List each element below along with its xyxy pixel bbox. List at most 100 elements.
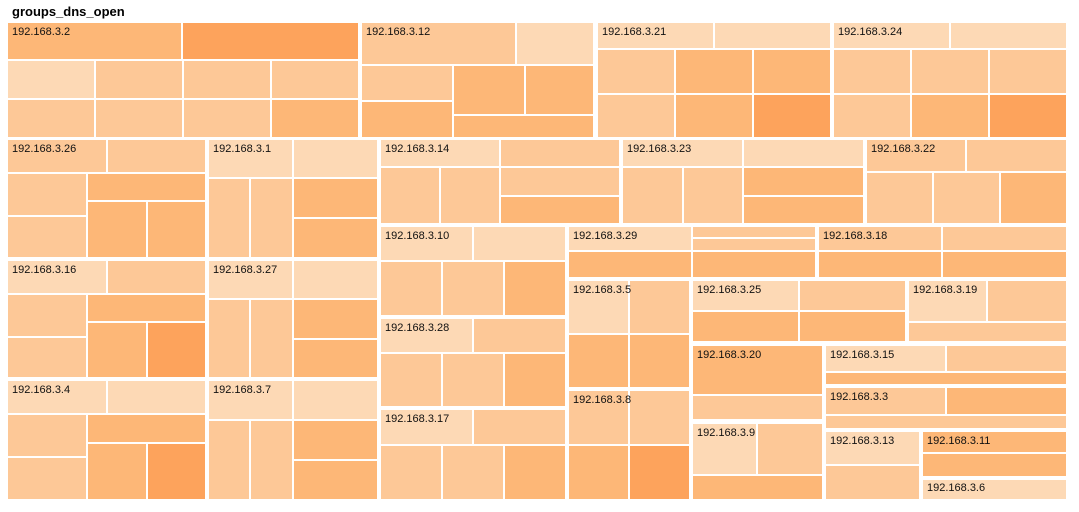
treemap-cell[interactable]	[568, 445, 629, 500]
treemap-cell[interactable]	[946, 387, 1067, 415]
treemap-cell[interactable]	[908, 280, 987, 322]
treemap-cell[interactable]	[692, 280, 799, 311]
treemap-cell[interactable]	[987, 280, 1067, 322]
treemap-cell[interactable]	[453, 65, 525, 115]
treemap-cell[interactable]	[473, 409, 566, 445]
treemap-cell[interactable]	[147, 322, 206, 378]
treemap-cell[interactable]	[743, 139, 864, 167]
treemap-cell[interactable]	[908, 322, 1067, 342]
treemap-cell[interactable]	[922, 453, 1067, 477]
treemap-cell[interactable]	[293, 460, 378, 500]
treemap-cell[interactable]	[183, 99, 271, 138]
treemap-cell[interactable]	[250, 178, 293, 258]
treemap-cell[interactable]	[966, 139, 1067, 172]
treemap-cell[interactable]	[866, 139, 966, 172]
treemap-cell[interactable]	[568, 280, 629, 334]
treemap-cell[interactable]	[7, 216, 87, 258]
treemap-cell[interactable]	[911, 94, 989, 138]
treemap-cell[interactable]	[293, 380, 378, 420]
treemap-group[interactable]: 192.168.3.24	[833, 22, 1067, 138]
treemap-cell[interactable]	[753, 49, 831, 94]
treemap-cell[interactable]	[182, 22, 359, 60]
treemap-cell[interactable]	[107, 380, 206, 414]
treemap-cell[interactable]	[500, 139, 620, 167]
treemap-cell[interactable]	[107, 139, 206, 173]
treemap-cell[interactable]	[743, 196, 864, 224]
treemap-cell[interactable]	[525, 65, 594, 115]
treemap-cell[interactable]	[208, 178, 250, 258]
treemap-cell[interactable]	[866, 172, 933, 224]
treemap-cell[interactable]	[818, 251, 942, 278]
treemap-cell[interactable]	[629, 280, 690, 334]
treemap-cell[interactable]	[504, 445, 566, 500]
treemap-cell[interactable]	[597, 94, 675, 138]
treemap-group[interactable]: 192.168.3.20	[692, 345, 823, 420]
treemap-cell[interactable]	[597, 22, 714, 49]
treemap-cell[interactable]	[675, 94, 753, 138]
treemap-cell[interactable]	[989, 94, 1067, 138]
treemap-group[interactable]: 192.168.3.29	[568, 226, 816, 278]
treemap-cell[interactable]	[950, 22, 1067, 49]
treemap-cell[interactable]	[568, 251, 692, 278]
treemap-cell[interactable]	[250, 299, 293, 378]
treemap-group[interactable]: 192.168.3.9	[692, 423, 823, 500]
treemap-cell[interactable]	[597, 49, 675, 94]
treemap-cell[interactable]	[799, 311, 906, 342]
treemap-cell[interactable]	[692, 395, 823, 420]
treemap-cell[interactable]	[95, 60, 183, 99]
treemap-group[interactable]: 192.168.3.22	[866, 139, 1067, 224]
treemap-cell[interactable]	[7, 260, 107, 294]
treemap-cell[interactable]	[250, 420, 293, 500]
treemap-cell[interactable]	[833, 94, 911, 138]
treemap-cell[interactable]	[692, 423, 757, 475]
treemap-cell[interactable]	[568, 390, 629, 445]
treemap-cell[interactable]	[293, 218, 378, 258]
treemap-cell[interactable]	[208, 380, 293, 420]
treemap-cell[interactable]	[87, 322, 147, 378]
treemap-cell[interactable]	[361, 101, 453, 138]
treemap-cell[interactable]	[208, 260, 293, 299]
treemap-cell[interactable]	[825, 465, 920, 500]
treemap-cell[interactable]	[7, 173, 87, 216]
treemap-cell[interactable]	[440, 167, 500, 224]
treemap-cell[interactable]	[504, 261, 566, 316]
treemap-cell[interactable]	[825, 387, 946, 415]
treemap-group[interactable]: 192.168.3.3	[825, 387, 1067, 429]
treemap-cell[interactable]	[799, 280, 906, 311]
treemap-cell[interactable]	[629, 445, 690, 500]
treemap-cell[interactable]	[568, 226, 692, 251]
treemap-cell[interactable]	[293, 299, 378, 339]
treemap-cell[interactable]	[675, 49, 753, 94]
treemap-cell[interactable]	[825, 372, 1067, 385]
treemap-cell[interactable]	[361, 65, 453, 101]
treemap-cell[interactable]	[833, 22, 950, 49]
treemap-cell[interactable]	[87, 173, 206, 201]
treemap-cell[interactable]	[7, 337, 87, 378]
treemap-cell[interactable]	[7, 60, 95, 99]
treemap-cell[interactable]	[1000, 172, 1067, 224]
treemap-cell[interactable]	[293, 339, 378, 378]
treemap-cell[interactable]	[833, 49, 911, 94]
treemap-group[interactable]: 192.168.3.18	[818, 226, 1067, 278]
treemap-cell[interactable]	[714, 22, 831, 49]
treemap-cell[interactable]	[622, 139, 743, 167]
treemap-cell[interactable]	[692, 238, 816, 251]
treemap-group[interactable]: 192.168.3.26	[7, 139, 206, 258]
treemap-cell[interactable]	[500, 196, 620, 224]
treemap-cell[interactable]	[442, 261, 504, 316]
treemap-cell[interactable]	[942, 251, 1067, 278]
treemap-group[interactable]: 192.168.3.15	[825, 345, 1067, 385]
treemap-cell[interactable]	[380, 318, 473, 353]
treemap-cell[interactable]	[692, 475, 823, 500]
treemap-cell[interactable]	[87, 414, 206, 443]
treemap-cell[interactable]	[293, 420, 378, 460]
treemap-cell[interactable]	[683, 167, 743, 224]
treemap-cell[interactable]	[87, 201, 147, 258]
treemap-cell[interactable]	[183, 60, 271, 99]
treemap-group[interactable]: 192.168.3.28	[380, 318, 566, 407]
treemap-cell[interactable]	[933, 172, 1000, 224]
treemap-cell[interactable]	[922, 431, 1067, 453]
treemap-cell[interactable]	[271, 99, 359, 138]
treemap-cell[interactable]	[380, 139, 500, 167]
treemap-cell[interactable]	[692, 311, 799, 342]
